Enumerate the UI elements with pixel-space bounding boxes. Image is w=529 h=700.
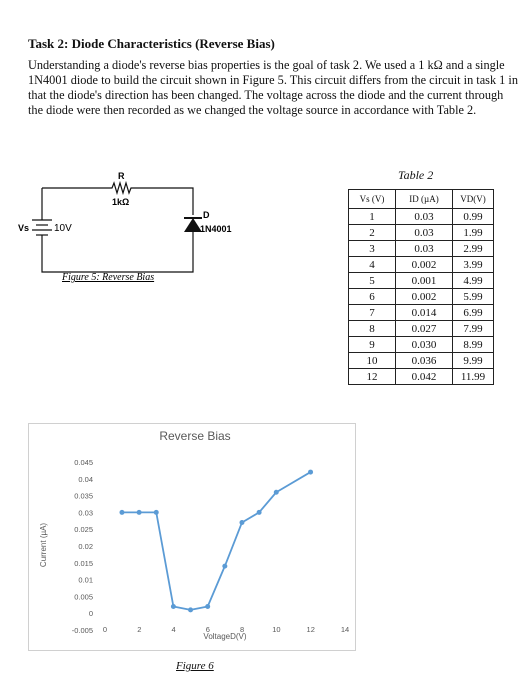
table-cell: 3.99: [452, 256, 494, 273]
table-caption: Table 2: [398, 168, 434, 182]
data-point: [222, 563, 228, 569]
paragraph: Understanding a diode's reverse bias pro…: [28, 58, 518, 117]
y-tick-label: 0.04: [78, 475, 93, 484]
table-cell: 0.030: [395, 336, 453, 353]
y-tick-label: -0.005: [72, 626, 93, 635]
table-cell: 0.03: [395, 224, 453, 241]
x-tick-label: 12: [307, 625, 315, 634]
data-point: [136, 509, 142, 515]
y-axis-label: Current (µA): [39, 523, 48, 568]
data-table: Vs (V) ID (µA) VD(V) 1 0.03 0.99 2 0.03 1.99 3 0.0…: [348, 189, 494, 385]
table-cell: 2: [348, 224, 396, 241]
x-axis-label: VoltageD(V): [203, 632, 246, 641]
table-cell: 4.99: [452, 272, 494, 289]
table-cell: 5.99: [452, 288, 494, 305]
table-cell: 8: [348, 320, 396, 337]
data-point: [273, 489, 279, 495]
table-cell: 1: [348, 208, 396, 225]
table-cell: 0.036: [395, 352, 453, 369]
table-cell: 9.99: [452, 352, 494, 369]
table-row: 2 0.03 1.99: [348, 224, 494, 241]
diode-model: 1N4001: [200, 224, 232, 234]
table-cell: 3: [348, 240, 396, 257]
table-cell: 0.03: [395, 208, 453, 225]
table-cell: 7.99: [452, 320, 494, 337]
data-point: [239, 519, 245, 525]
table-cell: 10: [348, 352, 396, 369]
source-name: Vs: [18, 223, 29, 233]
table-row: 3 0.03 2.99: [348, 240, 494, 257]
table-cell: 0.014: [395, 304, 453, 321]
table-cell: 6: [348, 288, 396, 305]
data-point: [205, 603, 211, 609]
y-tick-label: 0.02: [78, 542, 93, 551]
source-value: 10V: [54, 223, 72, 234]
data-point: [308, 469, 314, 475]
table-cell: 6.99: [452, 304, 494, 321]
table-cell: 0.99: [452, 208, 494, 225]
table-header-row: Vs (V) ID (µA) VD(V): [348, 189, 494, 209]
table-cell: 0.042: [395, 368, 453, 385]
y-tick-label: 0.01: [78, 576, 93, 585]
table-cell: 0.03: [395, 240, 453, 257]
x-tick-label: 10: [272, 625, 280, 634]
x-tick-label: 0: [103, 625, 107, 634]
title: Task 2: Diode Characteristics (Reverse B…: [28, 36, 275, 51]
resistor-name: R: [118, 171, 125, 181]
chart-title: Reverse Bias: [159, 429, 230, 443]
resistor-value: 1kΩ: [112, 197, 129, 207]
table-cell: 11.99: [452, 368, 494, 385]
table-cell: 9: [348, 336, 396, 353]
diode-name: D: [203, 210, 210, 220]
table-row: 9 0.030 8.99: [348, 336, 494, 353]
table-header-cell: Vs (V): [348, 189, 396, 209]
table-cell: 8.99: [452, 336, 494, 353]
table-row: 7 0.014 6.99: [348, 304, 494, 321]
data-point: [188, 607, 194, 613]
table-cell: 2.99: [452, 240, 494, 257]
table-row: 10 0.036 9.99: [348, 352, 494, 369]
circuit: R 1kΩ D 1N4001 Vs 10V Figure 5: Reverse …: [18, 171, 232, 283]
figure-caption: Figure 5: Reverse Bias: [61, 272, 154, 283]
table-row: 6 0.002 5.99: [348, 288, 494, 305]
y-tick-label: 0: [89, 609, 93, 618]
x-tick-label: 14: [341, 625, 349, 634]
table-header-cell: VD(V): [452, 189, 494, 209]
figure-caption: Figure 6: [176, 660, 214, 672]
table-cell: 5: [348, 272, 396, 289]
data-point: [170, 603, 176, 609]
table-row: 5 0.001 4.99: [348, 272, 494, 289]
table-cell: 0.027: [395, 320, 453, 337]
x-tick-label: 4: [171, 625, 175, 634]
y-tick-label: 0.035: [74, 492, 93, 501]
table-row: 4 0.002 3.99: [348, 256, 494, 273]
table-header-cell: ID (µA): [395, 189, 453, 209]
table-cell: 0.001: [395, 272, 453, 289]
data-point: [153, 509, 159, 515]
y-tick-label: 0.005: [74, 592, 93, 601]
table-row: 1 0.03 0.99: [348, 208, 494, 225]
y-tick-label: 0.03: [78, 508, 93, 517]
y-tick-label: 0.025: [74, 525, 93, 534]
y-tick-label: 0.045: [74, 458, 93, 467]
x-tick-label: 8: [240, 625, 244, 634]
chart: Reverse Bias VoltageD(V) Current (µA) -0…: [28, 423, 356, 651]
table-row: 12 0.042 11.99: [348, 368, 494, 385]
x-tick-label: 6: [206, 625, 210, 634]
table-row: 8 0.027 7.99: [348, 320, 494, 337]
table-cell: 0.002: [395, 256, 453, 273]
table-cell: 7: [348, 304, 396, 321]
table-cell: 12: [348, 368, 396, 385]
y-tick-label: 0.015: [74, 559, 93, 568]
chart-frame: [28, 423, 356, 651]
data-point: [256, 509, 262, 515]
table-cell: 0.002: [395, 288, 453, 305]
table-cell: 4: [348, 256, 396, 273]
x-tick-label: 2: [137, 625, 141, 634]
data-point: [119, 509, 125, 515]
table-cell: 1.99: [452, 224, 494, 241]
